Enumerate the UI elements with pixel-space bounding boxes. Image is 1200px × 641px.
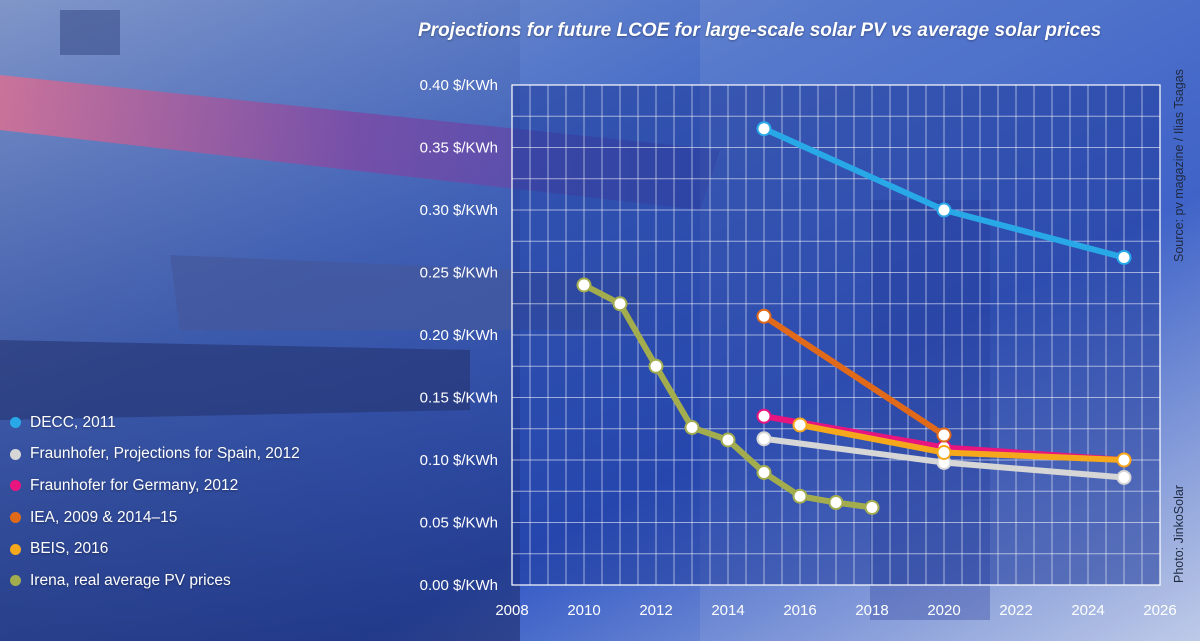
- source-credit: Source: pv magazine / Ilias Tsagas: [1172, 69, 1186, 262]
- x-tick-label: 2024: [1071, 602, 1104, 619]
- x-tick-label: 2012: [639, 602, 672, 619]
- x-tick-label: 2008: [495, 602, 528, 619]
- legend-swatch-icon: [10, 417, 21, 429]
- y-tick-label: 0.30 $/KWh: [420, 202, 498, 219]
- x-tick-label: 2016: [783, 602, 816, 619]
- data-point: [1116, 470, 1132, 485]
- legend-item: BEIS, 2016: [10, 533, 300, 565]
- legend-label: IEA, 2009 & 2014–15: [30, 508, 178, 526]
- legend-item: Irena, real average PV prices: [10, 565, 300, 597]
- legend-item: DECC, 2011: [10, 407, 300, 439]
- legend-item: Fraunhofer, Projections for Spain, 2012: [10, 439, 300, 471]
- x-tick-label: 2020: [927, 602, 960, 619]
- legend-swatch-icon: [10, 480, 21, 492]
- y-tick-label: 0.00 $/KWh: [420, 577, 498, 594]
- y-tick-label: 0.25 $/KWh: [420, 265, 498, 282]
- data-point: [936, 427, 952, 443]
- x-axis-labels: 2008 2010 2012 2014 2016 2018 2020 2022 2024 2026: [495, 602, 1176, 619]
- legend-swatch-icon: [10, 512, 21, 524]
- data-point: [756, 408, 772, 424]
- chart-title: Projections for future LCOE for large-sc…: [418, 20, 1102, 41]
- series-group: [576, 121, 1132, 515]
- x-tick-label: 2018: [855, 602, 888, 619]
- data-point: [576, 277, 592, 293]
- y-tick-label: 0.20 $/KWh: [420, 327, 498, 344]
- legend-item: IEA, 2009 & 2014–15: [10, 502, 300, 534]
- data-point: [684, 420, 700, 435]
- x-tick-label: 2022: [999, 602, 1032, 619]
- x-tick-label: 2010: [567, 602, 600, 619]
- legend-label: BEIS, 2016: [30, 540, 109, 558]
- legend-label: Fraunhofer, Projections for Spain, 2012: [30, 445, 300, 463]
- series-line: [761, 313, 947, 438]
- data-point: [1116, 250, 1132, 265]
- legend-swatch-icon: [10, 543, 21, 555]
- data-point: [756, 431, 772, 447]
- legend-item: Fraunhofer for Germany, 2012: [10, 470, 300, 502]
- legend-label: Fraunhofer for Germany, 2012: [30, 476, 239, 494]
- legend-label: DECC, 2011: [30, 413, 116, 431]
- y-axis-labels: 0.00 $/KWh 0.05 $/KWh 0.10 $/KWh 0.15 $/KWh…: [420, 77, 498, 594]
- y-tick-label: 0.15 $/KWh: [420, 390, 498, 407]
- data-point: [612, 296, 628, 312]
- data-point: [828, 495, 844, 510]
- data-point: [756, 465, 772, 480]
- data-point: [756, 308, 772, 324]
- x-tick-label: 2014: [711, 602, 744, 619]
- y-tick-label: 0.05 $/KWh: [420, 515, 498, 532]
- data-point: [756, 121, 772, 137]
- y-tick-label: 0.35 $/KWh: [420, 140, 498, 157]
- data-point: [864, 500, 880, 515]
- data-point: [792, 417, 808, 433]
- data-point: [936, 445, 952, 460]
- grid: [512, 85, 1160, 585]
- data-point: [936, 202, 952, 218]
- legend-swatch-icon: [10, 448, 21, 460]
- data-point: [648, 358, 664, 374]
- data-point: [792, 488, 808, 504]
- legend-swatch-icon: [10, 575, 21, 587]
- y-tick-label: 0.10 $/KWh: [420, 452, 498, 469]
- y-tick-label: 0.40 $/KWh: [420, 77, 498, 94]
- x-tick-label: 2026: [1143, 602, 1176, 619]
- legend: DECC, 2011 Fraunhofer, Projections for S…: [10, 407, 300, 597]
- data-point: [720, 432, 736, 448]
- legend-label: Irena, real average PV prices: [30, 571, 231, 589]
- data-point: [1116, 452, 1132, 468]
- photo-credit: Photo: JinkoSolar: [1172, 485, 1186, 583]
